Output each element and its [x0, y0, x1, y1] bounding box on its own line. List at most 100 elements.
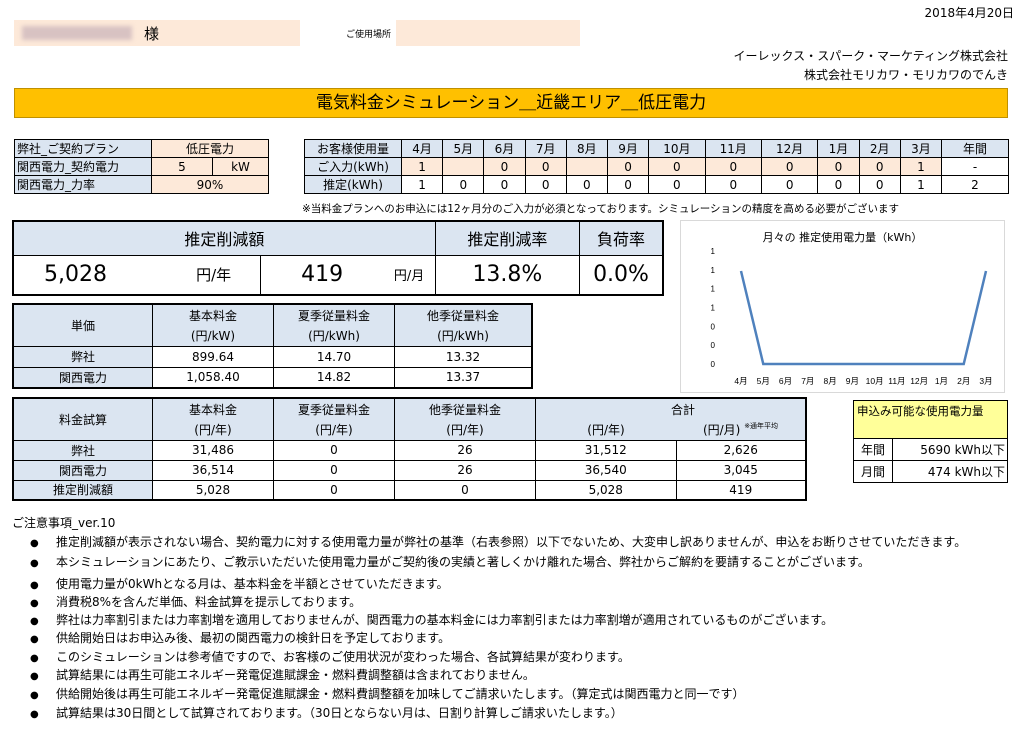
reduction-rate-value: 13.8%	[435, 255, 581, 295]
fee-calc-cell: 0	[273, 479, 395, 501]
note-item: このシミュレーションは参考値ですので、お客様のご使用状況が変わった場合、各試算結…	[30, 648, 630, 665]
month-header: 10月	[648, 139, 706, 158]
estimate-label: 推定(kWh)	[304, 175, 402, 194]
input-cell[interactable]: 0	[606, 157, 650, 176]
unit-price-col-header: 夏季従量料金	[273, 304, 395, 325]
month-header: 1月	[817, 139, 860, 158]
estimate-cell: 0	[483, 175, 526, 194]
contract-label: 関西電力_契約電力	[14, 157, 152, 176]
customer-name-box: 様	[14, 20, 300, 46]
input-cell[interactable]: 0	[483, 157, 526, 176]
note-item: 消費税8%を含んだ単価、料金試算を提示しております。	[30, 593, 361, 610]
input-cell[interactable]: 1	[899, 157, 943, 176]
x-tick-label: 6月	[779, 376, 792, 386]
applicable-title: 申込み可能な使用電力量	[853, 400, 1008, 439]
y-tick-label: 0	[711, 322, 716, 331]
applicable-value: 5690 kWh以下	[892, 438, 1008, 461]
unit-price-row-label: 弊社	[12, 345, 153, 368]
fee-calc-cell: 31,512	[535, 439, 677, 461]
input-cell[interactable]	[565, 157, 608, 176]
unit-price-col-unit: (円/kW)	[152, 325, 274, 347]
usage-table: お客様使用量 4月 5月 6月 7月 8月 9月 10月 11月 12月 1月 …	[304, 139, 1009, 194]
location-label: ご使用場所	[346, 30, 392, 40]
estimate-cell: 0	[704, 175, 762, 194]
estimate-cell: 1	[400, 175, 444, 194]
contract-unit: kW	[212, 157, 269, 176]
fee-calc-cell: 31,486	[152, 439, 274, 461]
estimate-cell: 0	[858, 175, 901, 194]
fee-calc-row-label: 関西電力	[12, 459, 153, 481]
month-header: 6月	[483, 139, 526, 158]
annual-reduction-value: 5,028	[44, 262, 107, 288]
unit-price-cell: 1,058.40	[152, 366, 274, 389]
unit-price-cell: 14.70	[273, 345, 395, 368]
estimate-cell: 0	[524, 175, 567, 194]
location-box	[396, 20, 580, 46]
input-cell[interactable]: 1	[400, 157, 444, 176]
input-cell[interactable]: 0	[648, 157, 706, 176]
contract-value: 5	[151, 157, 213, 176]
page-title: 電気料金シミュレーション＿近畿エリア＿低圧電力	[315, 93, 707, 113]
usage-chart: 1 1 1 1 0 0 0 4月 5月 6月 7月 8月 9月 10月 11月 12月 1月 2月 3月	[711, 247, 993, 386]
fee-calc-total-note: ※通年平均	[744, 421, 779, 430]
fee-calc-cell: 26	[394, 439, 536, 461]
fee-calc-col-header: 他季従量料金	[394, 398, 536, 419]
input-cell[interactable]: 0	[817, 157, 860, 176]
input-cell[interactable]	[442, 157, 485, 176]
fee-calc-cell: 0	[273, 439, 395, 461]
input-cell[interactable]: 0	[524, 157, 567, 176]
usage-chart-frame: 月々の 推定使用電力量（kWh） 1 1 1 1 0 0 0 4月 5月 6月 7月 8月 9月 10月…	[680, 220, 1005, 393]
y-tick-label: 1	[711, 304, 716, 313]
fee-calc-col-unit: (円/年)	[394, 419, 536, 441]
month-header: 7月	[524, 139, 567, 158]
chart-title: 月々の 推定使用電力量（kWh）	[762, 231, 923, 244]
usage-note: ※当料金プランへのお申込には12ヶ月分のご入力が必須となっております。シミュレー…	[302, 203, 900, 215]
y-tick-label: 1	[711, 247, 716, 256]
estimate-cell: 0	[648, 175, 706, 194]
month-header: 8月	[565, 139, 608, 158]
applicable-label: 年間	[853, 438, 893, 461]
monthly-reduction-unit: 円/月	[383, 255, 436, 295]
fee-calc-total-month-cell: (円/月) ※通年平均	[676, 419, 806, 441]
input-label: ご入力(kWh)	[304, 157, 402, 176]
estimate-cell: 0	[760, 175, 819, 194]
input-cell[interactable]: 0	[760, 157, 819, 176]
fee-calc-total-year: (円/年)	[535, 419, 676, 441]
estimate-annual: 2	[941, 175, 1009, 194]
load-label: 負荷率	[579, 220, 664, 256]
input-cell[interactable]: 0	[704, 157, 762, 176]
company-name-1: イーレックス・スパーク・マーケティング株式会社	[733, 49, 1008, 63]
x-tick-label: 11月	[888, 376, 905, 386]
unit-price-cell: 13.37	[394, 366, 533, 389]
fee-calc-cell: 419	[675, 479, 807, 501]
annual-header: 年間	[941, 139, 1009, 158]
unit-price-header: 単価	[12, 303, 153, 347]
estimate-cell: 0	[565, 175, 608, 194]
fee-calc-row-label: 弊社	[12, 439, 153, 461]
month-header: 11月	[704, 139, 762, 158]
x-tick-label: 3月	[979, 376, 992, 386]
x-tick-label: 12月	[910, 376, 928, 386]
month-header: 9月	[606, 139, 650, 158]
note-item: 試算結果には再生可能エネルギー発電促進賦課金・燃料費調整額は含まれておりません。	[30, 666, 535, 683]
note-item: 使用電力量が0kWhとなる月は、基本料金を半額とさせていただきます。	[30, 575, 449, 592]
fee-calc-header: 料金試算	[12, 397, 153, 441]
applicable-label: 月間	[853, 460, 893, 483]
x-tick-label: 10月	[866, 376, 884, 386]
input-annual: -	[941, 157, 1009, 176]
fee-calc-cell: 5,028	[535, 479, 677, 501]
y-tick-label: 1	[711, 266, 716, 275]
input-cell[interactable]: 0	[858, 157, 901, 176]
y-tick-label: 1	[711, 285, 716, 294]
contract-value: 90%	[151, 175, 269, 194]
unit-price-cell: 899.64	[152, 345, 274, 368]
estimate-cell: 0	[606, 175, 650, 194]
unit-price-col-header: 他季従量料金	[394, 304, 532, 325]
fee-calc-cell: 26	[394, 459, 536, 481]
rate-label: 推定削減率	[434, 220, 581, 256]
fee-calc-cell: 3,045	[675, 459, 807, 481]
fee-calc-table: 料金試算 基本料金 夏季従量料金 他季従量料金 合計 (円/年) (円/年) (…	[12, 397, 807, 501]
fee-calc-total-header: 合計	[535, 398, 806, 419]
contract-table: 弊社_ご契約プラン 低圧電力 関西電力_契約電力 5 kW 関西電力_力率 90…	[14, 139, 269, 194]
x-tick-label: 8月	[823, 376, 836, 386]
